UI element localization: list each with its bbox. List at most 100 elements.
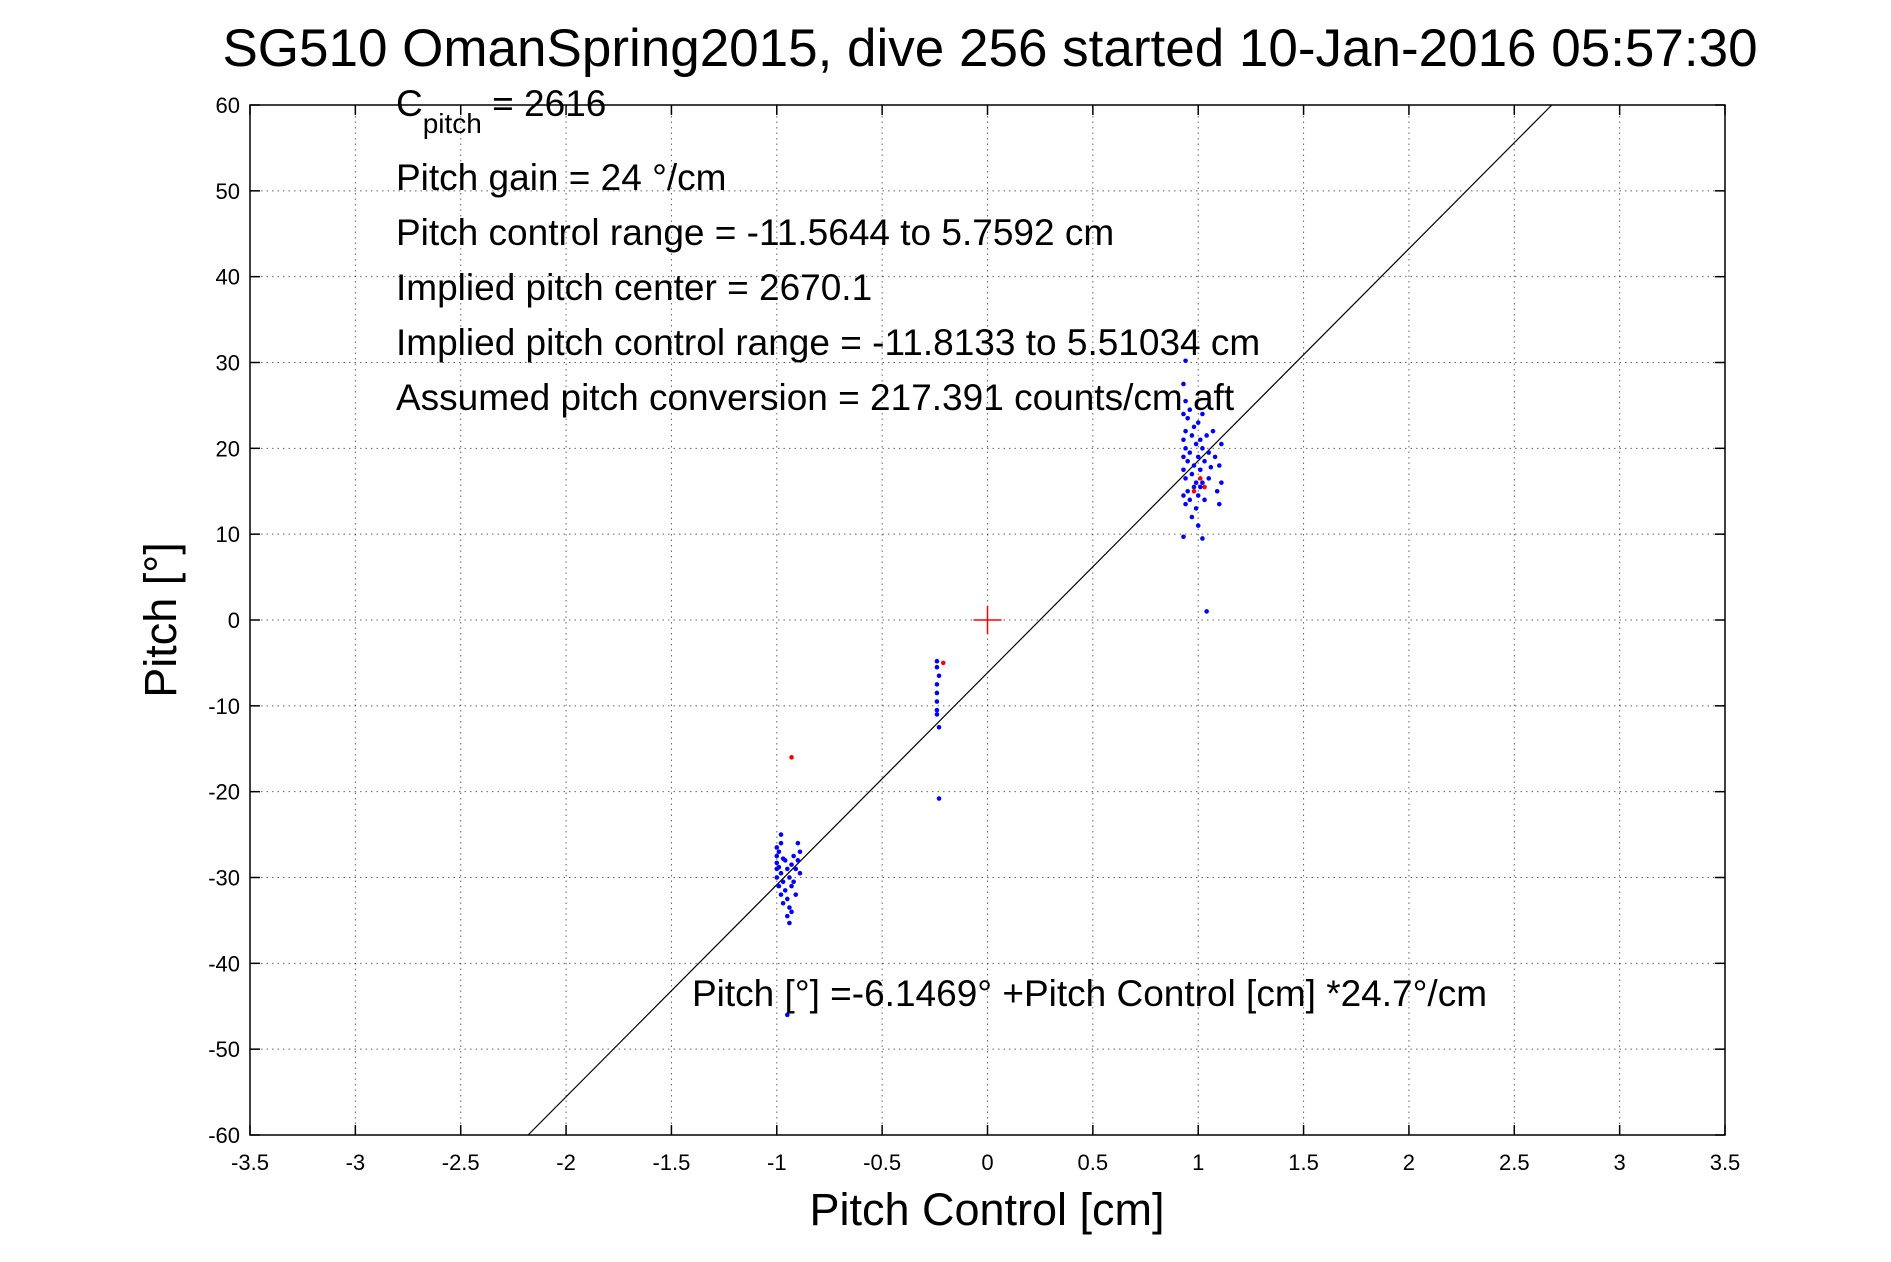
data-point [774, 845, 780, 850]
y-tick-label: 20 [216, 436, 240, 461]
data-point [934, 712, 940, 717]
data-point [774, 860, 780, 866]
c-pitch-subscript: pitch [423, 108, 482, 139]
data-point [778, 832, 784, 837]
x-tick-label: 0 [981, 1150, 993, 1175]
info-annotations: Cpitch = 2616 Pitch gain = 24 °/cm Pitch… [396, 83, 1487, 1014]
data-point [1198, 484, 1203, 490]
data-point [774, 875, 780, 880]
x-tick-label: -0.5 [863, 1150, 901, 1175]
data-point [778, 892, 784, 897]
data-point [1212, 454, 1218, 460]
c-pitch-value: = 2616 [482, 83, 606, 124]
data-point [1191, 424, 1197, 430]
data-point [1200, 480, 1205, 485]
x-tick-label: 2.5 [1499, 1150, 1530, 1175]
center-marker [973, 606, 1002, 634]
data-point [789, 883, 794, 889]
data-point [936, 724, 942, 730]
flagged-data-point [789, 755, 794, 760]
flagged-data-point [1191, 488, 1197, 494]
data-point [1189, 433, 1195, 438]
y-tick-label: 10 [216, 522, 240, 547]
data-point [1219, 480, 1224, 485]
data-point [1183, 428, 1188, 434]
data-point [1189, 471, 1195, 477]
data-point [776, 849, 782, 855]
data-point [780, 879, 786, 885]
y-tick-label: -40 [208, 951, 240, 976]
data-point [789, 862, 794, 867]
data-point [785, 896, 790, 902]
data-point [1183, 476, 1188, 481]
data-point [782, 858, 788, 863]
data-point [785, 913, 790, 919]
data-point [791, 853, 796, 859]
x-tick-label: -3.5 [231, 1150, 269, 1175]
x-tick-label: 3.5 [1710, 1150, 1741, 1175]
data-point [1219, 441, 1224, 447]
data-point [785, 866, 790, 872]
x-tick-label: -2.5 [442, 1150, 480, 1175]
data-point [1193, 480, 1199, 485]
data-point [1210, 428, 1216, 434]
data-point [1195, 493, 1201, 498]
data-point [1181, 467, 1186, 473]
y-tick-label: -60 [208, 1123, 240, 1148]
data-point [1187, 497, 1193, 503]
data-point [797, 870, 803, 876]
data-point [934, 707, 940, 713]
data-point [1183, 358, 1188, 364]
data-point [1183, 398, 1188, 404]
data-point [1191, 463, 1197, 468]
data-point [1206, 450, 1212, 455]
y-axis-label: Pitch [°] [135, 542, 186, 698]
data-point [1181, 493, 1186, 498]
y-tick-label: 30 [216, 351, 240, 376]
data-point [778, 840, 784, 846]
chart-title: SG510 OmanSpring2015, dive 256 started 1… [222, 19, 1757, 78]
data-point [1185, 458, 1190, 464]
data-point [776, 864, 782, 870]
data-point [793, 866, 799, 872]
data-point [1183, 501, 1188, 507]
data-point [1216, 501, 1222, 507]
data-point [795, 858, 801, 863]
fit-line-group [527, 104, 1553, 1136]
x-tick-label: -1.5 [652, 1150, 690, 1175]
x-tick-label: -1 [767, 1150, 787, 1175]
data-point [1185, 415, 1190, 421]
data-point [1195, 523, 1201, 528]
c-pitch-letter: C [396, 83, 423, 124]
data-point [934, 658, 940, 664]
fit-equation-annotation: Pitch [°] =-6.1469° +Pitch Control [cm] … [692, 973, 1487, 1014]
data-point [1214, 488, 1220, 494]
data-point [776, 883, 782, 889]
x-axis-label: Pitch Control [cm] [809, 1184, 1164, 1235]
data-point [1200, 536, 1205, 541]
data-point [1198, 437, 1203, 443]
data-point [789, 909, 794, 915]
c-pitch-annotation: Cpitch = 2616 [396, 83, 606, 139]
data-points [774, 358, 1224, 1018]
data-point [1204, 609, 1209, 614]
data-point [1200, 411, 1205, 417]
x-tick-label: -2 [556, 1150, 576, 1175]
data-point [936, 673, 942, 679]
data-point [934, 690, 940, 696]
data-point [1200, 446, 1205, 451]
data-point [1198, 467, 1203, 473]
x-tick-label: 1.5 [1288, 1150, 1319, 1175]
flagged-data-point [1198, 476, 1203, 481]
data-point [1181, 454, 1186, 460]
data-point [780, 900, 786, 906]
data-point [1181, 534, 1186, 540]
data-point [774, 853, 780, 859]
grid-lines [250, 105, 1725, 1135]
x-tick-label: -3 [346, 1150, 366, 1175]
data-point [1202, 497, 1207, 503]
data-point [1181, 411, 1186, 417]
data-point [787, 875, 792, 880]
data-point [936, 796, 942, 801]
data-point [1206, 476, 1212, 481]
